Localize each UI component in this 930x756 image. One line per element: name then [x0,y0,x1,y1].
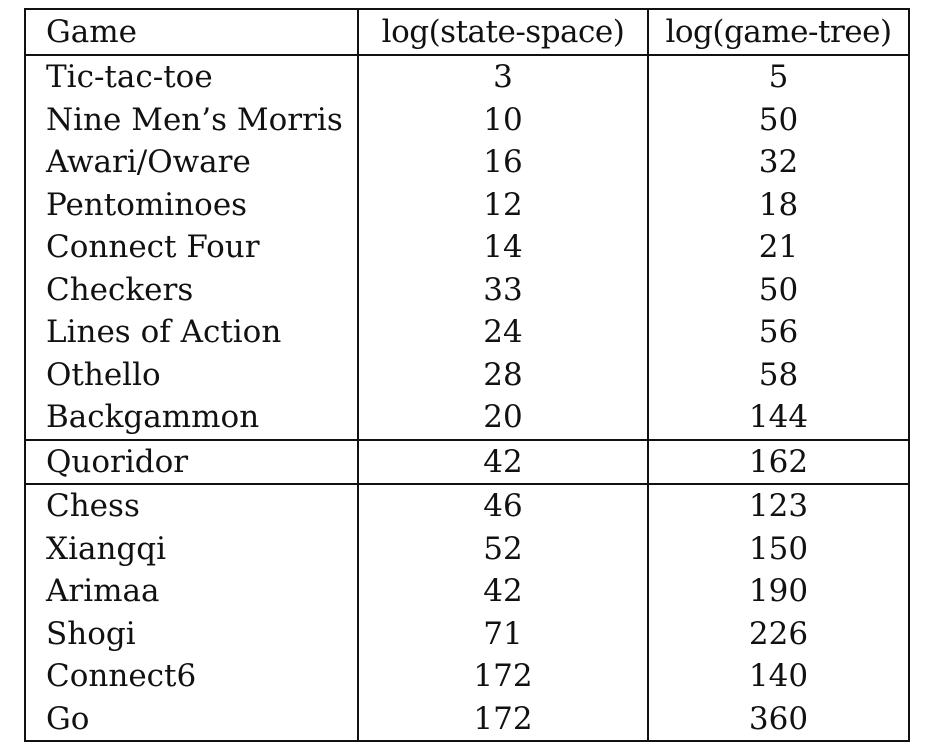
cell-game-tree: 50 [647,268,909,311]
table-header: Game log(state-space) log(game-tree) [25,9,909,55]
cell-game-tree: 32 [647,141,909,184]
cell-state-space: 33 [357,268,648,311]
cell-state-space: 14 [357,226,648,269]
cell-game: Awari/Oware [46,144,251,181]
cell-game: Xiangqi [46,530,167,567]
table-row: Xiangqi 52 150 [25,527,909,570]
cell-state-space: 42 [357,439,648,484]
cell-game: Tic-tac-toe [46,59,213,96]
cell-game-tree: 226 [647,612,909,655]
cell-game-tree: 150 [647,527,909,570]
table-row: Connect6 172 140 [25,655,909,698]
cell-game-tree: 140 [647,655,909,698]
cell-game: Othello [46,356,161,393]
cell-game: Pentominoes [46,186,248,223]
cell-game-tree: 190 [647,570,909,613]
header-row: Game log(state-space) log(game-tree) [25,9,909,55]
cell-game-tree: 50 [647,98,909,141]
table-row: Tic-tac-toe 3 5 [25,55,909,99]
cell-game: Chess [46,488,140,525]
cell-state-space: 10 [357,98,648,141]
cell-state-space: 24 [357,311,648,354]
cell-game: Nine Men’s Morris [46,101,343,138]
table-row: Connect Four 14 21 [25,226,909,269]
cell-state-space: 3 [357,55,648,99]
cell-state-space: 172 [357,655,648,698]
table-row: Quoridor 42 162 [25,439,909,484]
table-row: Arimaa 42 190 [25,570,909,613]
cell-game: Checkers [46,271,194,308]
cell-game: Shogi [46,615,136,652]
cell-game: Lines of Action [46,314,282,351]
table-row: Checkers 33 50 [25,268,909,311]
cell-game: Quoridor [46,443,189,480]
cell-game-tree: 58 [647,353,909,396]
cell-state-space: 28 [357,353,648,396]
cell-game-tree: 21 [647,226,909,269]
table-row: Lines of Action 24 56 [25,311,909,354]
cell-game: Arimaa [46,573,160,610]
table-row: Shogi 71 226 [25,612,909,655]
table-body: Tic-tac-toe 3 5 Nine Men’s Morris 10 50 Awari/… [25,55,909,741]
table-row: Awari/Oware 16 32 [25,141,909,184]
cell-game: Connect6 [46,658,197,695]
game-complexity-table: Game log(state-space) log(game-tree) Tic… [24,8,910,742]
cell-game-tree: 162 [647,439,909,484]
cell-game: Backgammon [46,399,260,436]
cell-state-space: 46 [357,484,648,528]
cell-state-space: 172 [357,697,648,741]
header-game-tree: log(game-tree) [647,9,909,55]
cell-game-tree: 18 [647,183,909,226]
cell-state-space: 42 [357,570,648,613]
cell-game-tree: 360 [647,697,909,741]
cell-state-space: 12 [357,183,648,226]
header-game: Game [46,14,137,50]
table-row: Chess 46 123 [25,484,909,528]
table-row: Nine Men’s Morris 10 50 [25,98,909,141]
table-row: Backgammon 20 144 [25,396,909,440]
cell-game-tree: 123 [647,484,909,528]
header-state-space: log(state-space) [357,9,648,55]
table-row: Pentominoes 12 18 [25,183,909,226]
cell-state-space: 52 [357,527,648,570]
cell-state-space: 20 [357,396,648,440]
cell-game-tree: 56 [647,311,909,354]
table-row: Go 172 360 [25,697,909,741]
cell-state-space: 71 [357,612,648,655]
cell-game: Go [46,700,90,737]
cell-game: Connect Four [46,229,260,266]
cell-state-space: 16 [357,141,648,184]
table-row: Othello 28 58 [25,353,909,396]
cell-game-tree: 144 [647,396,909,440]
cell-game-tree: 5 [647,55,909,99]
